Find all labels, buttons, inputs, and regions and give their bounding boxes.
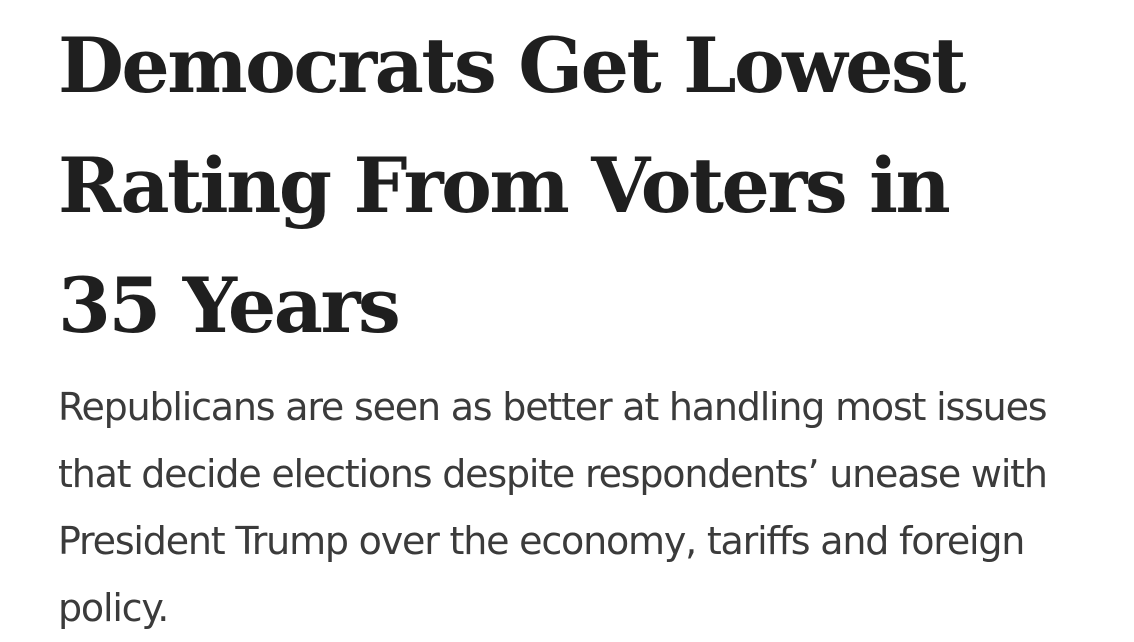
- headline[interactable]: Democrats Get Lowest Rating From Voters …: [58, 21, 966, 350]
- article-summary: Republicans are seen as better at handli…: [58, 385, 1048, 630]
- article-header: Democrats Get Lowest Rating From Voters …: [58, 6, 1058, 642]
